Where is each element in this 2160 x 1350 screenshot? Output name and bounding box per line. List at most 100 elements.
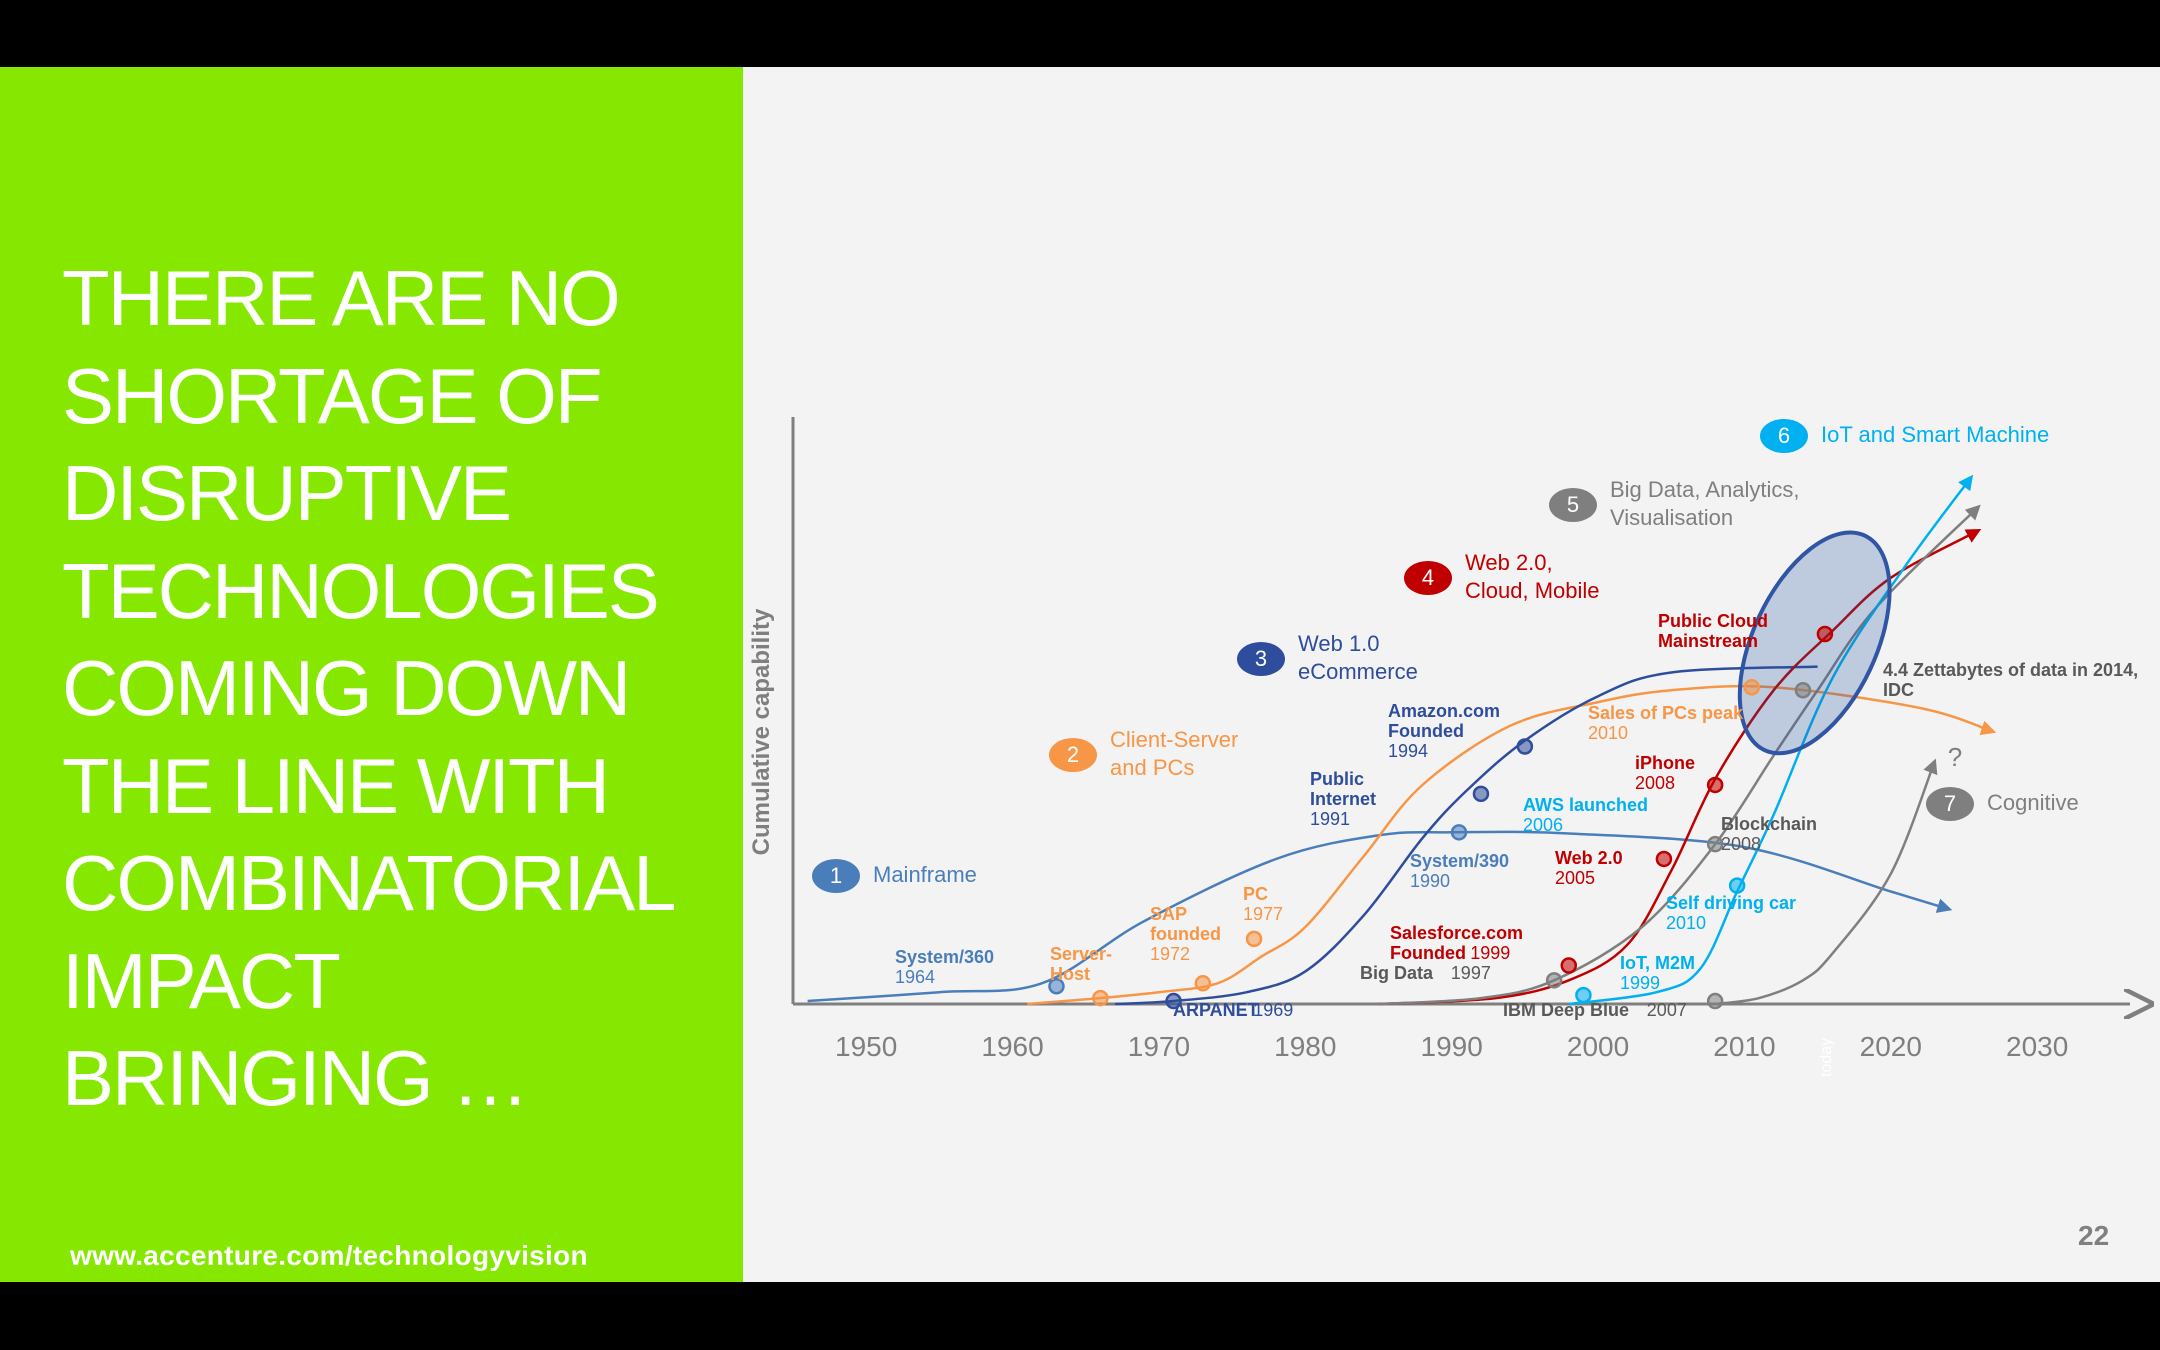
series-badge-6 [1760,419,1808,453]
milestone-title: ARPANET [1173,1000,1259,1020]
milestone-title: Public Internet [1310,769,1376,809]
series-badge-number: 3 [1255,646,1267,671]
y-axis-label: Cumulative capability [748,608,775,855]
milestone-year: 1969 [1253,1000,1293,1020]
milestone-marker [1092,989,1109,1007]
headline-line: THE LINE WITH [62,741,610,830]
series-line-3 [1114,665,1818,1006]
milestone-marker [1655,850,1673,868]
milestone-marker [1728,877,1746,894]
x-tick-label: 2030 [2006,1031,2068,1062]
milestone-marker [1743,679,1760,696]
series-badge-4 [1404,561,1452,595]
series-badge-number: 5 [1567,492,1579,517]
milestone-marker [1706,776,1724,794]
headline-line: SHORTAGE OF [62,351,603,440]
series-name-label: Big Data, Analytics, Visualisation [1610,477,1800,530]
x-tick-label: 1990 [1421,1031,1483,1062]
milestone-title: IBM Deep Blue [1503,1000,1629,1020]
series-badge-number: 2 [1067,742,1079,767]
milestone-year: 2010 [1588,723,1628,743]
series-badge-number: 4 [1422,565,1434,590]
milestone-marker [1816,625,1834,643]
headline-line: IMPACT [62,936,341,1025]
milestone-marker [1560,957,1578,974]
milestone-marker [1575,986,1592,1004]
series-badge-2 [1049,738,1097,772]
milestone-marker [1048,977,1065,995]
milestone-marker [1706,835,1724,853]
series-name-label: Web 1.0 eCommerce [1298,631,1418,684]
milestone-year: 1977 [1243,904,1283,924]
series-name-label: IoT and Smart Machine [1821,422,2049,447]
series-badge-number: 7 [1944,791,1956,816]
milestone-title: SAP founded [1150,904,1221,944]
milestone-marker [1706,992,1724,1010]
milestone-title: iPhone [1635,753,1695,773]
milestone-title: Salesforce.com Founded [1390,923,1523,963]
milestone-year: 1994 [1388,741,1428,761]
milestone-marker [1545,972,1563,989]
milestone-title: Sales of PCs peak [1588,703,1744,723]
milestone-year: 1991 [1310,809,1350,829]
series-line-1 [807,830,1953,1003]
slide-headline: THERE ARE NO SHORTAGE OF DISRUPTIVE TECHNOL… [62,250,742,1128]
series-badge-5 [1549,488,1597,522]
milestone-title: Self driving car [1666,893,1796,913]
highlight-ellipse [1737,530,1892,756]
series-badge-3 [1237,642,1285,676]
headline-line: BRINGING … [62,1034,529,1122]
headline-line: COMBINATORIAL [62,839,677,927]
milestone-title: PC [1243,884,1268,904]
series-line-6 [1568,474,1974,1006]
milestone-title: AWS launched [1523,795,1648,815]
title-panel: THERE ARE NO SHORTAGE OF DISRUPTIVE TECHNOL… [0,67,743,1282]
headline-line: DISRUPTIVE [62,449,512,537]
milestone-title: System/390 [1410,851,1509,871]
milestone-year: 2007 [1647,1000,1687,1020]
milestone-year: 1972 [1150,944,1190,964]
milestone-title: IoT, M2M [1620,953,1695,973]
milestone-marker [1194,975,1212,992]
milestone-year: 1999 [1470,943,1510,963]
today-marker-label: today [1818,1038,1835,1077]
milestone-title: Blockchain [1721,814,1817,834]
milestone-year: 2006 [1523,815,1563,835]
milestone-year: 2008 [1635,773,1675,793]
series-name-label: Client-Server and PCs [1110,727,1238,780]
page-number: 22 [2078,1220,2110,1251]
milestone-title: Server-Host [1050,944,1112,984]
milestone-marker [1165,992,1182,1010]
milestone-year: 2008 [1721,834,1761,854]
milestone-title: System/360 [895,947,994,967]
x-tick-label: 2000 [1567,1031,1629,1062]
series-name-label: Web 2.0, Cloud, Mobile [1465,550,1600,603]
x-tick-label: 2010 [1713,1031,1775,1062]
milestone-year: 1999 [1620,973,1660,993]
series-badge-number: 6 [1778,423,1790,448]
x-tick-label: 2020 [1860,1031,1922,1062]
technology-waves-chart: Cumulative capability 1950 1960 1970 1980 199… [748,417,2160,1077]
series-line-7 [1715,758,1938,1006]
series-line-4 [1378,528,1982,1006]
milestone-title: Public Cloud Mainstream [1658,611,1768,651]
slide: THERE ARE NO SHORTAGE OF DISRUPTIVE TECHNOL… [0,67,2160,1282]
series-name-label: Cognitive [1987,790,2079,815]
milestone-title: Web 2.0 [1555,848,1623,868]
x-tick-label: 1960 [981,1031,1043,1062]
milestone-title: Amazon.com Founded [1388,701,1500,741]
headline-line: TECHNOLOGIES [62,546,660,635]
milestone-title: Big Data [1360,963,1434,983]
milestone-marker [1472,785,1490,803]
milestone-year: 2010 [1666,913,1706,933]
unknown-future-marker: ? [1948,742,1962,772]
milestone-year: 2005 [1555,868,1595,888]
milestone-year: 1990 [1410,871,1450,891]
footer-url[interactable]: www.accenture.com/technologyvision [70,1240,588,1271]
series-badge-1 [812,859,860,893]
headline-line: THERE ARE NO [62,254,621,342]
milestone-title: 4.4 Zettabytes of data in 2014, IDC [1883,660,2138,700]
x-tick-label: 1950 [835,1031,897,1062]
headline-line: COMING DOWN [62,644,631,732]
series-name-label: Mainframe [873,862,977,887]
